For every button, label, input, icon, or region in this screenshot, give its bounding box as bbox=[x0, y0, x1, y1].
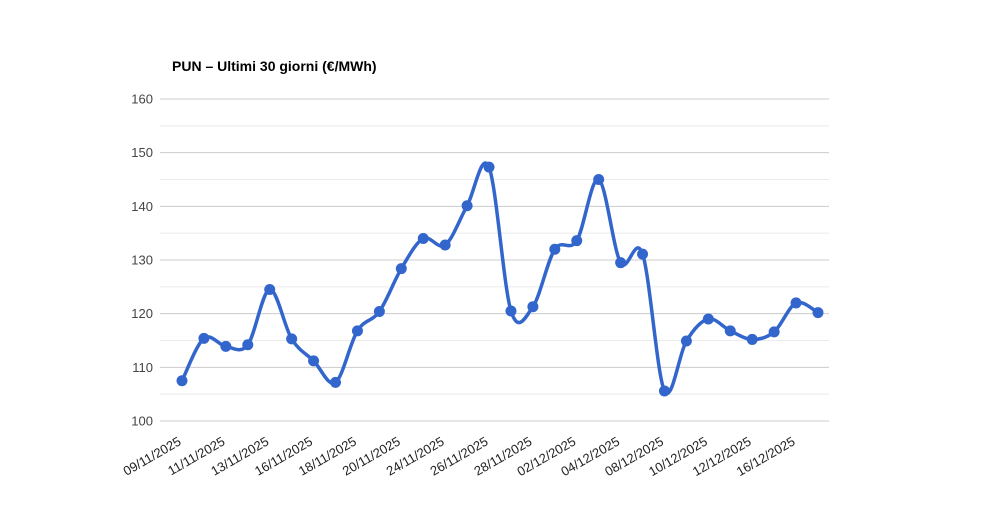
y-axis-label: 160 bbox=[131, 92, 153, 107]
data-point[interactable] bbox=[571, 235, 583, 247]
data-point[interactable] bbox=[351, 325, 363, 337]
data-point[interactable] bbox=[461, 200, 473, 212]
data-point[interactable] bbox=[417, 233, 429, 245]
data-point[interactable] bbox=[680, 335, 692, 347]
data-point[interactable] bbox=[768, 326, 780, 338]
data-point[interactable] bbox=[220, 340, 232, 352]
data-point[interactable] bbox=[593, 174, 605, 185]
data-point[interactable] bbox=[615, 257, 627, 269]
y-axis-label: 110 bbox=[132, 360, 153, 375]
data-point[interactable] bbox=[549, 243, 561, 255]
data-point[interactable] bbox=[702, 313, 714, 325]
data-point[interactable] bbox=[286, 333, 298, 345]
data-point[interactable] bbox=[330, 376, 342, 388]
data-point[interactable] bbox=[439, 239, 451, 251]
data-point[interactable] bbox=[264, 284, 276, 296]
data-point[interactable] bbox=[308, 355, 320, 367]
series-line bbox=[180, 161, 820, 396]
data-point[interactable] bbox=[176, 375, 188, 387]
y-axis-label: 150 bbox=[131, 145, 153, 160]
data-point[interactable] bbox=[505, 305, 517, 317]
y-axis-label: 100 bbox=[131, 414, 153, 429]
y-axis-label: 140 bbox=[131, 199, 153, 214]
data-point[interactable] bbox=[483, 161, 495, 173]
data-point[interactable] bbox=[637, 248, 649, 260]
data-point[interactable] bbox=[242, 339, 254, 351]
y-axis-label: 130 bbox=[131, 253, 153, 268]
data-point[interactable] bbox=[658, 385, 670, 397]
data-point[interactable] bbox=[198, 332, 210, 344]
data-point[interactable] bbox=[790, 297, 802, 309]
data-point[interactable] bbox=[373, 306, 385, 318]
data-point[interactable] bbox=[724, 325, 736, 337]
data-point[interactable] bbox=[395, 263, 407, 275]
y-axis-label: 120 bbox=[131, 306, 153, 321]
chart-title: PUN – Ultimi 30 giorni (€/MWh) bbox=[172, 58, 377, 74]
data-point[interactable] bbox=[812, 307, 824, 319]
data-point[interactable] bbox=[746, 333, 758, 345]
data-point[interactable] bbox=[527, 301, 539, 313]
